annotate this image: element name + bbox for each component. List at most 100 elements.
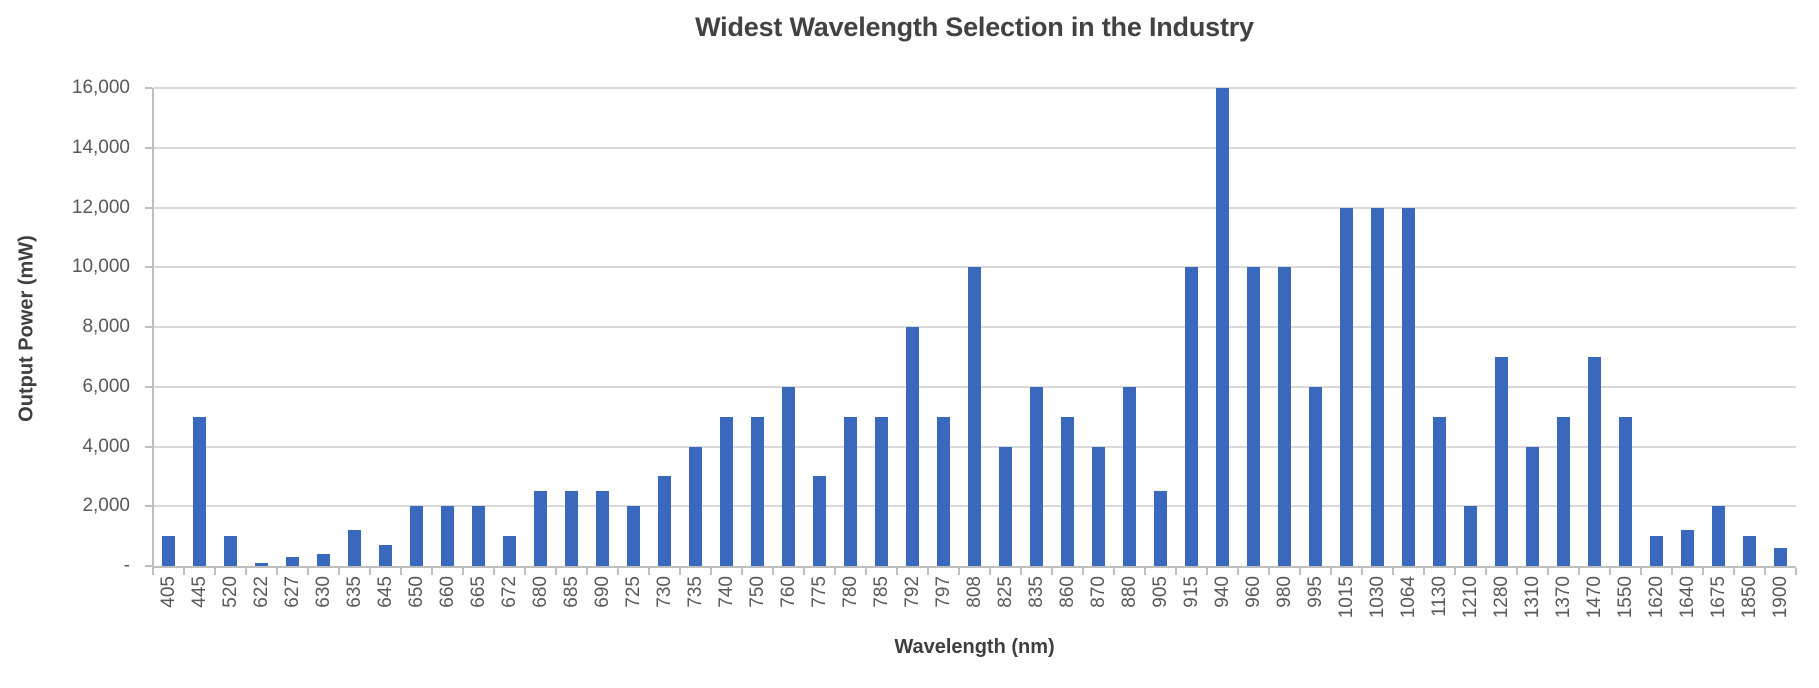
bar bbox=[1712, 506, 1725, 566]
bar bbox=[1681, 530, 1694, 566]
bar bbox=[1216, 88, 1229, 566]
x-tick-label: 680 bbox=[529, 576, 551, 608]
x-tick-label: 1210 bbox=[1459, 576, 1481, 619]
bar bbox=[1092, 446, 1105, 566]
x-tick-label: 995 bbox=[1304, 576, 1326, 608]
x-tick-mark bbox=[1485, 568, 1487, 575]
x-tick-mark bbox=[524, 568, 526, 575]
x-tick-mark bbox=[1113, 568, 1115, 575]
bar bbox=[162, 536, 175, 566]
bar bbox=[782, 386, 795, 566]
y-tick-mark bbox=[145, 565, 152, 567]
x-tick-mark bbox=[1578, 568, 1580, 575]
x-tick-label: 1550 bbox=[1614, 576, 1636, 619]
x-tick-label: 780 bbox=[839, 576, 861, 608]
bar bbox=[1154, 491, 1167, 566]
bar bbox=[565, 491, 578, 566]
bar bbox=[1774, 548, 1787, 566]
x-tick-mark bbox=[400, 568, 402, 575]
bar bbox=[813, 476, 826, 566]
x-tick-label: 1470 bbox=[1583, 576, 1605, 619]
x-tick-label: 405 bbox=[157, 576, 179, 608]
bar bbox=[751, 416, 764, 566]
x-tick-label: 1015 bbox=[1335, 576, 1357, 619]
y-tick-label: 10,000 bbox=[71, 256, 130, 278]
x-tick-label: 870 bbox=[1087, 576, 1109, 608]
x-tick-mark bbox=[555, 568, 557, 575]
bar bbox=[1526, 446, 1539, 566]
bar bbox=[1185, 267, 1198, 566]
bar bbox=[286, 557, 299, 566]
x-tick-label: 1064 bbox=[1397, 576, 1419, 619]
bar bbox=[410, 506, 423, 566]
x-tick-label: 1370 bbox=[1552, 576, 1574, 619]
x-tick-mark bbox=[276, 568, 278, 575]
x-tick-mark bbox=[1392, 568, 1394, 575]
x-tick-label: 1675 bbox=[1707, 576, 1729, 619]
x-tick-mark bbox=[183, 568, 185, 575]
bar bbox=[658, 476, 671, 566]
x-tick-mark bbox=[1020, 568, 1022, 575]
bar bbox=[503, 536, 516, 566]
x-tick-label: 797 bbox=[932, 576, 954, 608]
bar bbox=[689, 446, 702, 566]
y-tick-mark bbox=[145, 326, 152, 328]
x-tick-label: 775 bbox=[808, 576, 830, 608]
x-tick-label: 760 bbox=[777, 576, 799, 608]
x-tick-mark bbox=[617, 568, 619, 575]
x-tick-mark bbox=[741, 568, 743, 575]
y-tick-label: - bbox=[123, 555, 130, 576]
x-tick-label: 960 bbox=[1242, 576, 1264, 608]
bar bbox=[844, 416, 857, 566]
x-tick-label: 915 bbox=[1180, 576, 1202, 608]
x-tick-label: 650 bbox=[405, 576, 427, 608]
bar bbox=[1309, 386, 1322, 566]
y-tick-mark bbox=[145, 266, 152, 269]
bar bbox=[968, 267, 981, 566]
x-tick-mark bbox=[865, 568, 867, 575]
gridline bbox=[153, 146, 1796, 149]
x-tick-mark bbox=[710, 568, 712, 575]
x-tick-mark bbox=[958, 568, 960, 575]
bar bbox=[472, 506, 485, 566]
x-tick-mark bbox=[1423, 568, 1425, 575]
x-tick-label: 635 bbox=[343, 576, 365, 608]
x-tick-label: 980 bbox=[1273, 576, 1295, 608]
bar bbox=[596, 491, 609, 566]
x-tick-mark bbox=[245, 568, 247, 575]
bar bbox=[1650, 536, 1663, 566]
x-tick-label: 740 bbox=[715, 576, 737, 608]
x-tick-mark bbox=[214, 568, 216, 575]
x-axis-title: Wavelength (nm) bbox=[894, 636, 1055, 658]
bar bbox=[1371, 207, 1384, 566]
y-tick-mark bbox=[145, 385, 152, 388]
x-tick-label: 622 bbox=[250, 576, 272, 608]
bar bbox=[441, 506, 454, 566]
x-tick-mark bbox=[1268, 568, 1270, 575]
x-tick-label: 445 bbox=[188, 576, 210, 608]
x-tick-label: 880 bbox=[1118, 576, 1140, 608]
x-tick-mark bbox=[1454, 568, 1456, 575]
x-tick-mark bbox=[1516, 568, 1518, 575]
x-tick-label: 685 bbox=[560, 576, 582, 608]
x-tick-label: 1310 bbox=[1521, 576, 1543, 619]
bar bbox=[379, 545, 392, 566]
bar bbox=[193, 416, 206, 566]
x-tick-label: 1130 bbox=[1428, 576, 1450, 617]
bar bbox=[1495, 356, 1508, 566]
bar bbox=[1402, 207, 1415, 566]
x-tick-mark bbox=[1671, 568, 1673, 575]
gridline bbox=[153, 87, 1796, 89]
y-tick-mark bbox=[145, 445, 152, 448]
bar bbox=[937, 416, 950, 566]
y-tick-label: 8,000 bbox=[82, 316, 130, 337]
x-tick-mark bbox=[1609, 568, 1611, 575]
y-tick-mark bbox=[145, 87, 152, 89]
y-tick-mark bbox=[145, 146, 152, 149]
bar bbox=[1588, 356, 1601, 566]
x-tick-label: 860 bbox=[1056, 576, 1078, 608]
gridline bbox=[153, 206, 1796, 209]
y-axis-line bbox=[152, 88, 154, 568]
x-tick-mark bbox=[1795, 568, 1797, 575]
x-tick-label: 792 bbox=[901, 576, 923, 608]
